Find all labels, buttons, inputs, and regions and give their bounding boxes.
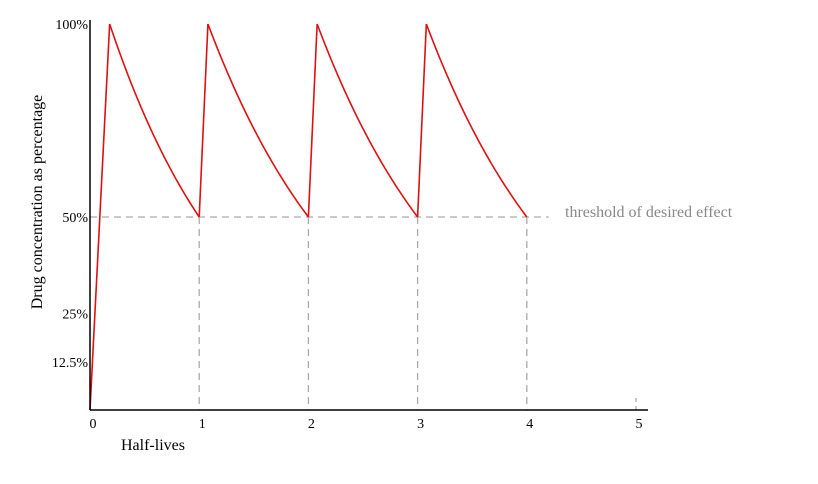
curve-rise-segment-5	[307, 23, 318, 218]
curve-rise-segment-1	[89, 23, 111, 411]
x-tick-label-1: 1	[199, 417, 206, 432]
y-tick-label-100: 100%	[55, 18, 88, 33]
curve-decay-segment-4	[207, 23, 310, 218]
curve-rise-segment-7	[416, 23, 428, 218]
threshold-label: threshold of desired effect	[565, 204, 733, 221]
curve-decay-segment-6	[316, 23, 419, 218]
curve-decay-segment-8	[425, 23, 528, 218]
x-axis-label: Half-lives	[121, 437, 185, 454]
axes	[89, 20, 648, 411]
concentration-series	[89, 23, 528, 411]
y-axis-label: Drug concentration as percentage	[29, 95, 46, 310]
curve-decay-segment-2	[108, 23, 200, 218]
y-tick-labels: 12.5% 25% 50% 100%	[52, 18, 89, 371]
x-tick-label-2: 2	[308, 417, 315, 432]
y-tick-label-12-5: 12.5%	[52, 356, 89, 371]
x-tick-label-5: 5	[636, 417, 643, 432]
y-tick-label-50: 50%	[62, 211, 88, 226]
x-tick-label-4: 4	[526, 417, 533, 432]
x-tick-label-3: 3	[417, 417, 424, 432]
reference-lines	[90, 216, 637, 410]
y-tick-label-25: 25%	[62, 308, 88, 323]
x-tick-labels: 0 1 2 3 4 5	[90, 417, 643, 432]
x-tick-label-0: 0	[90, 417, 97, 432]
curve-rise-segment-3	[198, 23, 209, 218]
